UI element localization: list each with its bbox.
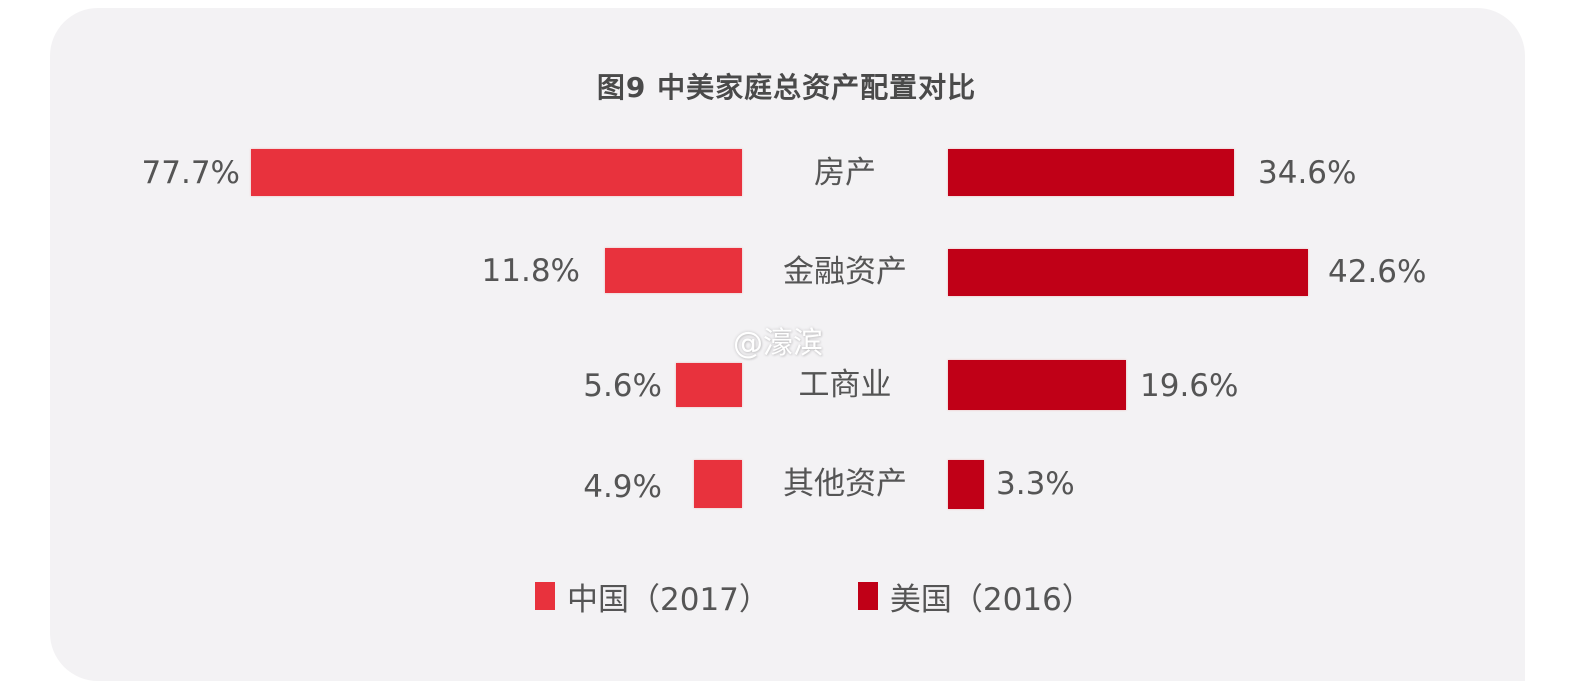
cn-value-label: 4.9%	[583, 469, 662, 505]
us-value-label: 34.6%	[1258, 155, 1357, 191]
category-label: 工商业	[798, 367, 892, 403]
category-label: 其他资产	[783, 466, 907, 502]
cn-value-label: 5.6%	[583, 368, 662, 404]
legend-item-china: 中国（2017）	[535, 574, 770, 619]
us-bar-industry-commerce	[948, 360, 1126, 410]
cn-bar-financial-assets	[605, 248, 742, 293]
us-value-label: 42.6%	[1328, 254, 1427, 290]
cn-bar-industry-commerce	[676, 363, 742, 407]
legend-item-usa: 美国（2016）	[857, 574, 1093, 619]
us-value-label: 19.6%	[1140, 368, 1239, 404]
legend-swatch-usa	[857, 582, 878, 610]
category-label: 房产	[814, 155, 876, 191]
us-bar-other-assets	[948, 460, 984, 509]
legend-swatch-china	[535, 582, 555, 610]
chart-card	[50, 8, 1525, 681]
cn-bar-other-assets	[694, 460, 742, 508]
category-label: 金融资产	[783, 254, 907, 290]
legend: 中国（2017） 美国（2016）	[535, 572, 1181, 620]
us-bar-real-estate	[948, 149, 1234, 196]
chart-title: 图9 中美家庭总资产配置对比	[596, 71, 977, 104]
us-bar-financial-assets	[948, 249, 1308, 296]
cn-value-label: 11.8%	[481, 253, 580, 289]
cn-value-label: 77.7%	[141, 155, 240, 191]
legend-label-china: 中国（2017）	[567, 581, 770, 618]
watermark: @濠滨	[733, 326, 823, 361]
legend-label-usa: 美国（2016）	[889, 581, 1093, 618]
us-value-label: 3.3%	[996, 466, 1075, 502]
cn-bar-real-estate	[251, 149, 742, 196]
